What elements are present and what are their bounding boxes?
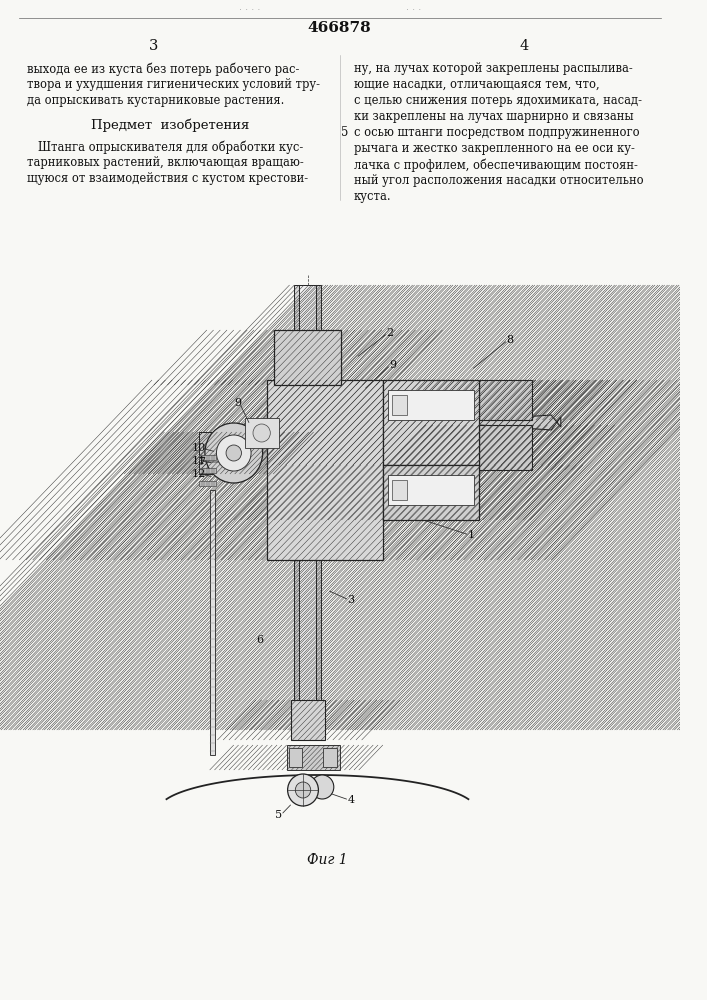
Text: 8: 8: [506, 335, 513, 345]
Bar: [323, 748, 337, 767]
Text: 6: 6: [256, 635, 263, 645]
Text: 12: 12: [192, 469, 206, 479]
Bar: [392, 480, 407, 500]
Text: 11: 11: [192, 456, 206, 466]
Bar: [286, 745, 339, 770]
Text: 4: 4: [348, 795, 355, 805]
Polygon shape: [479, 415, 561, 430]
Circle shape: [288, 774, 318, 806]
Bar: [210, 490, 216, 755]
Text: Предмет  изобретения: Предмет изобретения: [91, 118, 250, 131]
Text: ки закреплены на лучах шарнирно и связаны: ки закреплены на лучах шарнирно и связан…: [354, 110, 633, 123]
Text: Штанга опрыскивателя для обработки кус-: Штанга опрыскивателя для обработки кус-: [27, 140, 303, 153]
Bar: [317, 285, 321, 730]
Bar: [294, 285, 299, 730]
Text: ющие насадки, отличающаяся тем, что,: ющие насадки, отличающаяся тем, что,: [354, 78, 600, 91]
Bar: [291, 700, 325, 740]
Circle shape: [310, 775, 334, 799]
Text: · · · ·: · · · ·: [240, 5, 261, 15]
Text: 10: 10: [192, 443, 206, 453]
Text: ный угол расположения насадки относительно: ный угол расположения насадки относитель…: [354, 174, 643, 187]
Bar: [245, 418, 279, 448]
Text: 4: 4: [520, 39, 529, 53]
Text: 2: 2: [386, 328, 393, 338]
Bar: [387, 390, 474, 420]
Bar: [288, 748, 302, 767]
Text: 9: 9: [234, 398, 241, 408]
Circle shape: [205, 423, 262, 483]
Text: 466878: 466878: [308, 21, 371, 35]
Circle shape: [296, 782, 310, 798]
Text: 5: 5: [276, 810, 283, 820]
Bar: [479, 425, 532, 470]
Text: да опрыскивать кустарниковые растения.: да опрыскивать кустарниковые растения.: [27, 94, 284, 107]
Bar: [299, 285, 317, 730]
Text: 5: 5: [341, 126, 349, 139]
Bar: [267, 380, 383, 560]
Text: 3: 3: [348, 595, 355, 605]
Text: 1: 1: [468, 530, 475, 540]
Text: Фиг 1: Фиг 1: [307, 853, 347, 867]
Circle shape: [253, 424, 270, 442]
Text: щуюся от взаимодействия с кустом крестови-: щуюся от взаимодействия с кустом крестов…: [27, 172, 308, 185]
Bar: [383, 465, 479, 520]
Text: с целью снижения потерь ядохимиката, насад-: с целью снижения потерь ядохимиката, нас…: [354, 94, 642, 107]
Bar: [199, 481, 216, 486]
Bar: [199, 455, 216, 460]
Text: выхода ее из куста без потерь рабочего рас-: выхода ее из куста без потерь рабочего р…: [27, 62, 299, 76]
Bar: [199, 432, 234, 474]
Bar: [274, 330, 341, 385]
Circle shape: [226, 445, 242, 461]
Text: рычага и жестко закрепленного на ее оси ку-: рычага и жестко закрепленного на ее оси …: [354, 142, 635, 155]
Text: ну, на лучах которой закреплены распылива-: ну, на лучах которой закреплены распылив…: [354, 62, 633, 75]
Bar: [383, 380, 479, 465]
Text: твора и ухудшения гигиенических условий тру-: твора и ухудшения гигиенических условий …: [27, 78, 320, 91]
Text: тарниковых растений, включающая вращаю-: тарниковых растений, включающая вращаю-: [27, 156, 304, 169]
Bar: [387, 475, 474, 505]
Text: лачка с профилем, обеспечивающим постоян-: лачка с профилем, обеспечивающим постоян…: [354, 158, 638, 172]
Text: 3: 3: [149, 39, 158, 53]
Text: куста.: куста.: [354, 190, 392, 203]
Text: 7: 7: [199, 457, 206, 467]
Text: · · ·: · · ·: [406, 5, 421, 15]
Bar: [392, 395, 407, 415]
Bar: [479, 380, 532, 420]
Text: с осью штанги посредством подпружиненного: с осью штанги посредством подпружиненног…: [354, 126, 640, 139]
Bar: [199, 468, 216, 473]
Text: 9: 9: [389, 360, 396, 370]
Circle shape: [216, 435, 251, 471]
